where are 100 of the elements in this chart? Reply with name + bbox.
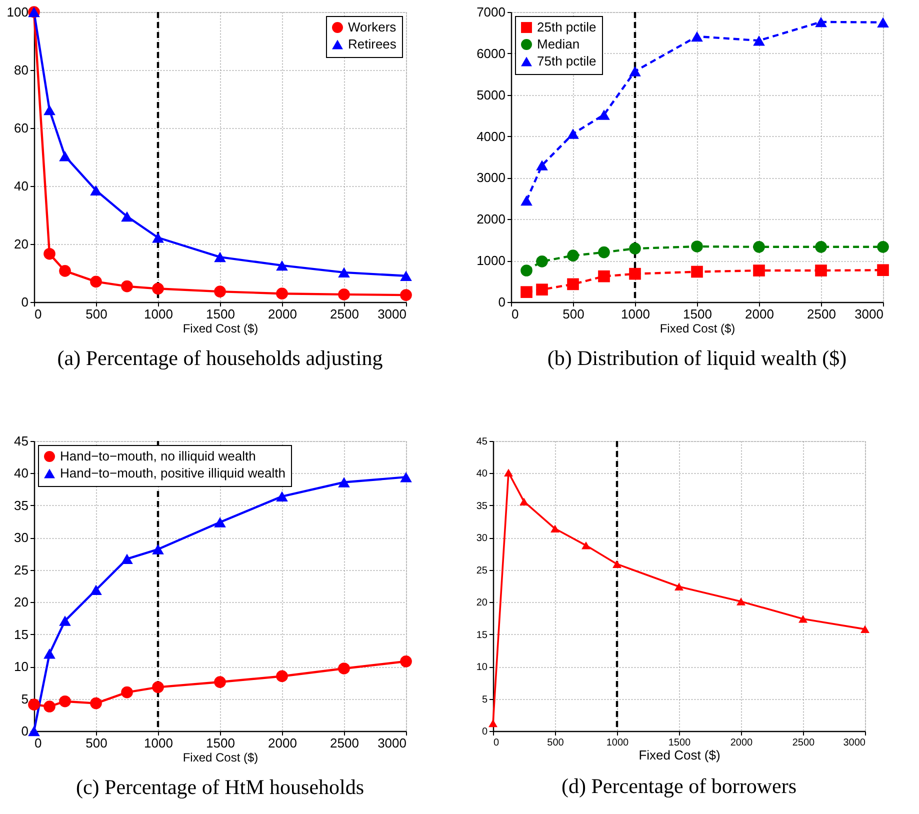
legend-label: Median xyxy=(537,36,580,52)
point xyxy=(753,35,765,46)
y-tick-label: 45 xyxy=(14,434,28,448)
point xyxy=(400,472,412,482)
x-tick-label: 500 xyxy=(562,306,584,322)
point xyxy=(121,211,133,222)
y-tick-label: 60 xyxy=(14,120,28,136)
x-tick-label: 1500 xyxy=(206,736,235,750)
x-tick-label: 500 xyxy=(86,306,108,322)
point xyxy=(815,264,827,276)
y-tick-label: 0 xyxy=(21,724,28,738)
point xyxy=(598,246,610,258)
legend-label: Workers xyxy=(348,20,397,34)
x-tick-label: 2000 xyxy=(268,736,297,750)
x-tick-label: 1500 xyxy=(206,306,235,322)
y-tick-label: 25 xyxy=(476,565,488,576)
point xyxy=(400,289,412,301)
x-tick-label: 1500 xyxy=(668,738,692,748)
y-tick-label: 5000 xyxy=(476,87,506,102)
point xyxy=(44,648,56,659)
point xyxy=(28,726,40,736)
point xyxy=(400,270,412,282)
point xyxy=(629,66,641,76)
point xyxy=(152,232,164,243)
point xyxy=(214,286,226,298)
text: (c) Percentage of HtM households xyxy=(76,775,364,799)
point xyxy=(276,491,288,502)
x-tick-label: 500 xyxy=(547,738,564,748)
x-tick-label: 2000 xyxy=(730,738,754,748)
point xyxy=(798,614,808,623)
point xyxy=(815,16,827,28)
point xyxy=(338,477,350,488)
y-tick-label: 7000 xyxy=(476,4,506,20)
point xyxy=(152,681,164,694)
point xyxy=(860,625,870,634)
point xyxy=(214,676,226,688)
x-tick-label: 3000 xyxy=(854,306,884,322)
y-tick-label: 30 xyxy=(476,533,488,544)
x-tick-label: 1500 xyxy=(683,306,712,322)
y-tick-label: 20 xyxy=(14,594,28,610)
x-tick-label: 500 xyxy=(86,736,108,750)
point xyxy=(753,240,765,253)
x-axis-title: Fixed Cost ($) xyxy=(182,322,258,336)
point xyxy=(691,240,703,252)
x-tick-label: 0 xyxy=(34,306,42,322)
legend-label: Hand−to−mouth, no illiquid wealth xyxy=(60,448,256,464)
y-tick-label: 15 xyxy=(14,626,28,642)
point xyxy=(276,670,288,682)
point xyxy=(582,542,590,550)
y-tick-label: 4000 xyxy=(476,128,506,144)
point xyxy=(44,700,56,712)
y-tick-label: 35 xyxy=(476,500,488,512)
x-tick-label: 1000 xyxy=(621,306,650,322)
point xyxy=(520,286,532,298)
point xyxy=(504,468,513,476)
point xyxy=(520,195,532,206)
point xyxy=(536,255,548,268)
x-tick-label: 2500 xyxy=(807,306,836,322)
text: (b) Distribution of liquid wealth ($) xyxy=(547,346,847,370)
x-tick-label: 0 xyxy=(512,306,519,322)
y-tick-label: 6000 xyxy=(476,46,506,61)
point xyxy=(276,288,288,300)
point xyxy=(877,264,889,276)
point xyxy=(338,288,350,300)
point xyxy=(815,240,827,253)
point xyxy=(753,264,765,276)
x-tick-label: 2000 xyxy=(745,306,774,322)
legend-label: 25th pctile xyxy=(537,20,596,34)
x-tick-label: 1000 xyxy=(144,306,173,322)
y-tick-label: 0 xyxy=(482,726,488,738)
y-tick-label: 80 xyxy=(14,62,28,78)
x-tick-label: 2500 xyxy=(792,738,816,748)
point xyxy=(736,598,746,606)
point xyxy=(121,686,133,698)
point xyxy=(629,242,641,254)
point xyxy=(877,240,889,253)
point xyxy=(338,267,350,278)
point xyxy=(629,268,641,280)
y-tick-label: 3000 xyxy=(476,170,506,186)
point xyxy=(567,128,579,139)
y-tick-label: 10 xyxy=(14,659,28,674)
x-axis-title: Fixed Cost ($) xyxy=(638,748,720,762)
x-axis-title: Fixed Cost ($) xyxy=(182,750,258,764)
point xyxy=(674,582,684,591)
y-tick-label: 20 xyxy=(14,236,28,252)
point xyxy=(536,284,548,296)
y-tick-label: 1000 xyxy=(476,253,506,268)
point xyxy=(877,17,889,28)
x-tick-label: 2500 xyxy=(330,736,359,750)
point xyxy=(400,655,412,668)
point xyxy=(59,695,71,708)
y-tick-label: 40 xyxy=(14,466,28,481)
y-tick-label: 40 xyxy=(476,468,488,480)
y-tick-label: 0 xyxy=(21,294,28,310)
point xyxy=(536,160,548,170)
point xyxy=(488,719,498,728)
x-tick-label: 3000 xyxy=(378,306,406,322)
x-tick-label: 2500 xyxy=(330,306,359,322)
point xyxy=(59,265,71,277)
y-tick-label: 40 xyxy=(14,178,28,194)
